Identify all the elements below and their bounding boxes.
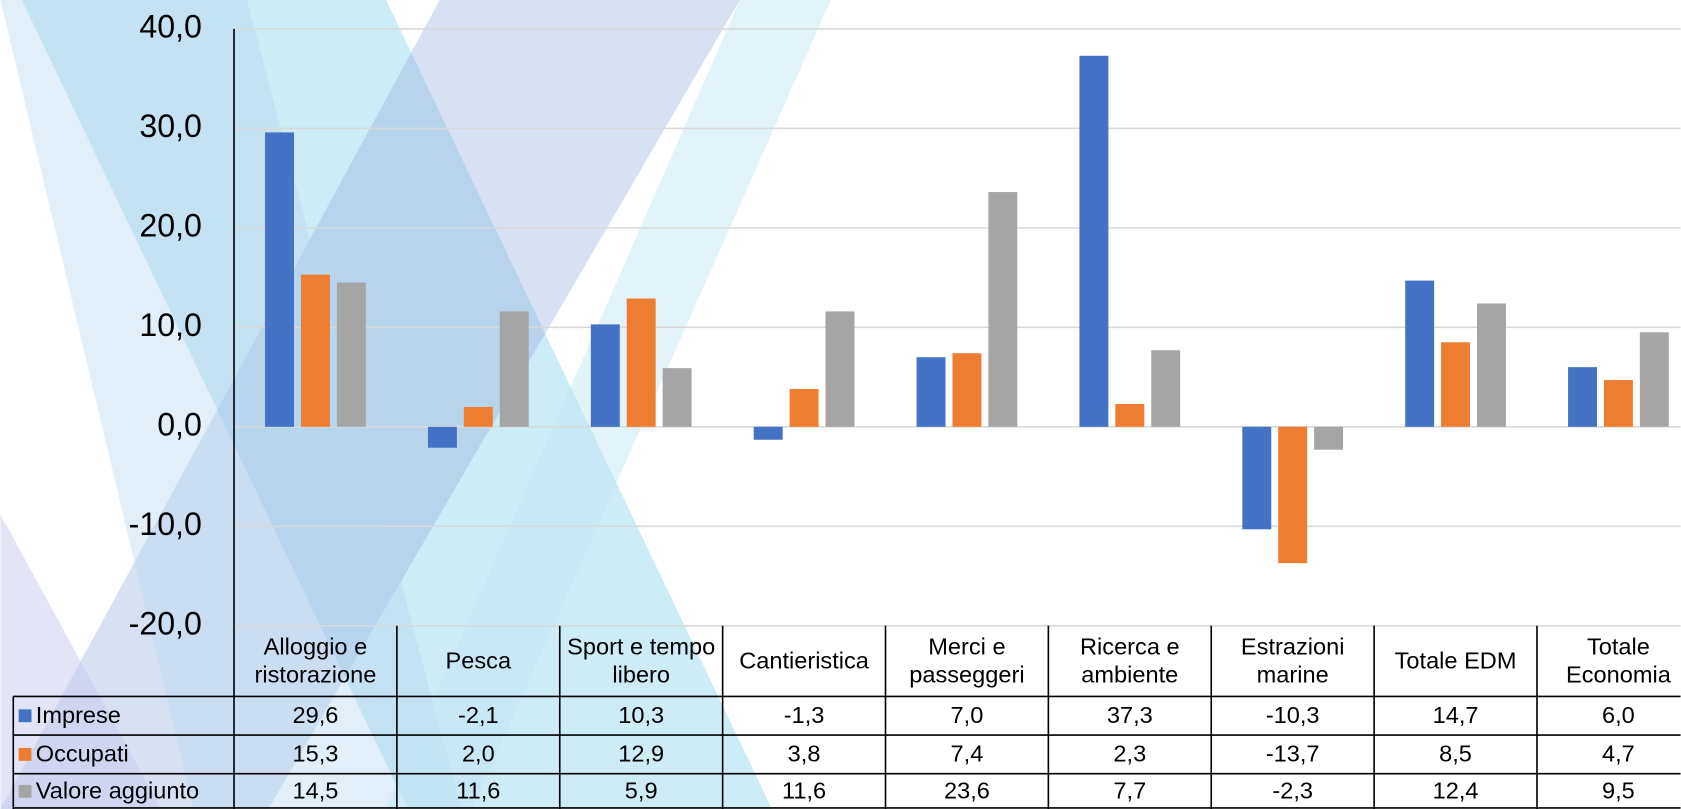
table-value: -10,3 <box>1266 702 1320 728</box>
axis: -20,0 -10,0 0,0 10,0 20,0 30,0 40,0 <box>129 8 235 641</box>
decor-shape <box>21 0 772 809</box>
legend-label: Imprese <box>36 702 121 728</box>
y-tick-label: 40,0 <box>139 8 202 44</box>
category-label: Estrazioni marine <box>1240 633 1345 688</box>
table-value: 29,6 <box>293 702 339 728</box>
bar <box>626 298 656 427</box>
bar <box>916 357 946 427</box>
bar <box>789 389 819 427</box>
y-tick-label: 30,0 <box>139 108 202 144</box>
bar <box>1151 350 1181 427</box>
table-value: 4,7 <box>1602 741 1635 767</box>
legend-swatch <box>18 747 32 761</box>
legend-swatch <box>18 784 32 798</box>
category-label: Alloggio e ristorazione <box>254 633 377 688</box>
bar <box>499 311 529 427</box>
table-header-cell: Merci e passeggeri <box>909 633 1025 688</box>
decor-shape <box>0 0 462 809</box>
table-value: 7,0 <box>951 702 984 728</box>
bar <box>988 192 1018 427</box>
category-label: Merci e passeggeri <box>909 633 1025 688</box>
category-label: Totale Economia <box>1566 633 1671 688</box>
category-label: Cantieristica <box>739 647 869 674</box>
table-value: -1,3 <box>784 702 825 728</box>
table-value: 2,0 <box>462 741 495 767</box>
category-label: Pesca <box>445 647 512 674</box>
bars <box>265 55 1669 564</box>
table-value: 14,5 <box>293 778 339 804</box>
bar <box>1441 342 1471 427</box>
table-header-cell: Totale EDM <box>1394 647 1517 674</box>
table-header-cell: Sport e tempo libero <box>567 633 716 688</box>
decor-shape <box>0 0 740 809</box>
table-value: 7,7 <box>1113 778 1146 804</box>
bar <box>590 324 620 427</box>
bar <box>463 406 493 427</box>
category-label: Sport e tempo libero <box>567 633 716 688</box>
table-value: 12,9 <box>618 741 664 767</box>
table-value: 11,6 <box>782 778 826 804</box>
table-header-cell: Alloggio e ristorazione <box>254 633 377 688</box>
bar <box>1603 380 1633 427</box>
bar <box>952 353 982 427</box>
table-value: 14,7 <box>1433 702 1479 728</box>
table-value: 8,5 <box>1439 741 1472 767</box>
bar <box>336 282 366 427</box>
table-value: 3,8 <box>788 741 821 767</box>
table-value: 7,4 <box>951 741 984 767</box>
legend-label: Valore aggiunto <box>36 778 199 804</box>
table-value: -13,7 <box>1266 741 1320 767</box>
y-tick-label: 20,0 <box>139 207 202 243</box>
bar <box>753 426 783 440</box>
y-tick-label: -10,0 <box>129 506 202 542</box>
table-value: -2,1 <box>458 702 499 728</box>
table-value: 23,6 <box>944 778 990 804</box>
table-value: 10,3 <box>618 702 664 728</box>
legend-label: Occupati <box>36 741 129 767</box>
table-value: 9,5 <box>1602 778 1635 804</box>
bar <box>1405 280 1435 427</box>
grid <box>234 28 1681 627</box>
bar <box>1079 55 1109 427</box>
table-value: 15,3 <box>293 741 339 767</box>
table-value: 37,3 <box>1107 702 1153 728</box>
bar <box>1568 367 1597 427</box>
table-header-cell: Ricerca e ambiente <box>1080 633 1180 688</box>
bar <box>1476 303 1506 427</box>
y-tick-label: 0,0 <box>157 406 202 442</box>
legend-swatch <box>18 709 32 723</box>
table-value: 6,0 <box>1602 702 1635 728</box>
bar <box>1278 426 1308 564</box>
data-table: Alloggio e ristorazione Pesca Sport e temp… <box>12 625 1681 809</box>
table-value: 11,6 <box>456 778 500 804</box>
bar <box>662 368 692 427</box>
bar <box>1314 426 1344 450</box>
category-label: Ricerca e ambiente <box>1080 633 1180 688</box>
bar <box>300 274 330 427</box>
bar <box>1242 426 1272 530</box>
table-value: 12,4 <box>1433 778 1479 804</box>
bar <box>825 311 855 427</box>
category-label: Totale EDM <box>1394 647 1517 674</box>
table-header-cell: Totale Economia <box>1566 633 1671 688</box>
bar <box>427 426 457 448</box>
table-value: -2,3 <box>1272 778 1313 804</box>
table-header-cell: Pesca <box>445 647 512 674</box>
y-tick-label: -20,0 <box>129 605 202 641</box>
bar <box>1639 332 1669 427</box>
table-header-cell: Estrazioni marine <box>1240 633 1345 688</box>
bar <box>265 132 295 427</box>
table-value: 5,9 <box>625 778 658 804</box>
table-value: 2,3 <box>1113 741 1146 767</box>
table-header-cell: Cantieristica <box>739 647 869 674</box>
bar <box>1115 403 1145 427</box>
y-tick-label: 10,0 <box>139 307 202 343</box>
